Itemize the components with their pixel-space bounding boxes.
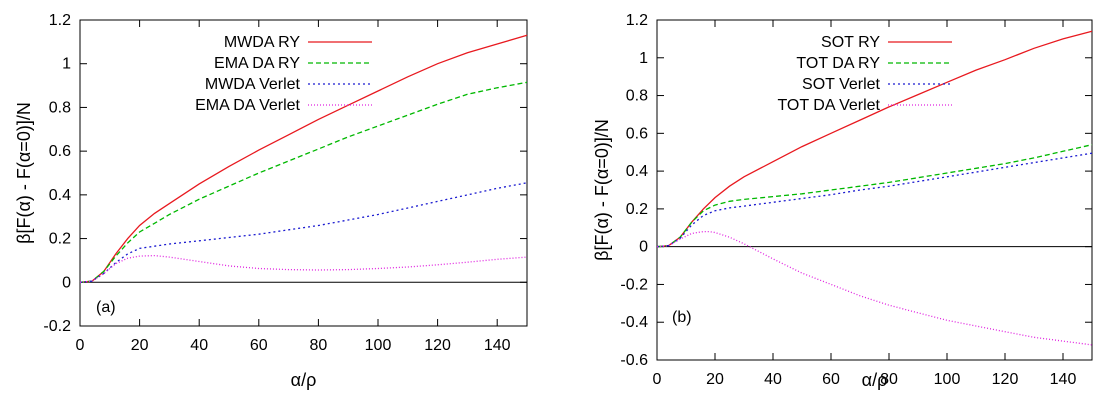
panel-a-y-tick-label: 1.2	[49, 12, 71, 29]
panel-a-y-tick-label: 0.4	[49, 187, 71, 204]
panel-b-y-tick-label: 1.2	[626, 12, 648, 29]
panel-b-legend-label-4: TOT DA Verlet	[777, 97, 880, 114]
panel-b-x-axis-label: α/ρ	[862, 370, 888, 390]
panel-a-plot-frame	[79, 19, 528, 327]
panel-a-series-line-4	[79, 254, 528, 283]
panel-b-series-line-3	[656, 152, 1093, 248]
panel-a-x-tick-label: 100	[365, 337, 392, 354]
panel-b-y-tick-label: 1	[639, 50, 648, 67]
panel-b-y-tick-label: 0.2	[626, 201, 648, 218]
panel-b-plot-frame	[656, 19, 1093, 361]
panel-a-y-tick-label: 0.8	[49, 99, 71, 116]
panel-a-y-tick-label: 0.6	[49, 143, 71, 160]
panel-b-x-tick-label: 140	[1050, 371, 1077, 388]
panel-a-legend-label-1: MWDA RY	[224, 34, 300, 51]
panel-a-legend-label-3: MWDA Verlet	[205, 76, 301, 93]
panel-b-legend-label-2: TOT DA RY	[796, 55, 880, 72]
panel-a-x-tick-label: 60	[250, 337, 268, 354]
panel-b-y-tick-label: 0	[639, 239, 648, 256]
panel-a-y-tick-label: 0.2	[49, 231, 71, 248]
panel-b-y-axis-label: β[F(α) - F(α=0)]/N	[592, 119, 612, 261]
panel-a-x-tick-label: 80	[310, 337, 328, 354]
panel-a-y-tick-label: 0	[62, 274, 71, 291]
panel-b-y-tick-label: 0.8	[626, 88, 648, 105]
panel-a-x-tick-label: 40	[190, 337, 208, 354]
panel-b-y-tick-label: 0.6	[626, 125, 648, 142]
panel-b-panel-label: (b)	[672, 309, 692, 326]
panel-a-x-tick-label: 20	[131, 337, 149, 354]
panel-b-x-tick-label: 40	[764, 371, 782, 388]
panel-a-x-tick-label: 120	[424, 337, 451, 354]
panel-b-series-line-2	[656, 144, 1093, 248]
panel-a-series-line-1	[79, 34, 528, 283]
panel-b-x-tick-label: 100	[934, 371, 961, 388]
panel-a-legend-label-2: EMA DA RY	[214, 55, 300, 72]
panel-b-x-tick-label: 120	[992, 371, 1019, 388]
panel-b-x-tick-label: 60	[822, 371, 840, 388]
panel-a-legend-label-4: EMA DA Verlet	[195, 97, 300, 114]
panel-b-x-tick-label: 20	[706, 371, 724, 388]
panel-a-x-tick-label: 140	[484, 337, 511, 354]
panel-a-x-axis-label: α/ρ	[291, 370, 317, 390]
panel-b-y-tick-label: -0.4	[620, 314, 648, 331]
panel-b-series-line-4	[656, 230, 1093, 346]
panel-a-y-tick-label: -0.2	[43, 318, 71, 335]
panel-a-y-axis-label: β[F(α) - F(α=0)]/N	[14, 102, 34, 244]
panel-a-x-tick-label: 0	[76, 337, 85, 354]
panel-a-y-tick-label: 1	[62, 56, 71, 73]
panel-b-y-tick-label: -0.6	[620, 352, 648, 369]
panel-b-x-tick-label: 80	[880, 371, 898, 388]
panel-b-legend-label-1: SOT RY	[821, 34, 880, 51]
panel-b-series-line-1	[656, 30, 1093, 248]
panel-b-x-tick-label: 0	[653, 371, 662, 388]
panel-b-y-tick-label: -0.2	[620, 276, 648, 293]
panel-b-legend-label-3: SOT Verlet	[802, 76, 881, 93]
panel-a-series-line-3	[79, 182, 528, 283]
panel-a-panel-label: (a)	[96, 299, 116, 316]
panel-b-y-tick-label: 0.4	[626, 163, 648, 180]
panel-a-series-line-2	[79, 81, 528, 283]
